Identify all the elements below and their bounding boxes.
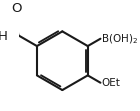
Text: H: H: [0, 30, 7, 43]
Text: OEt: OEt: [101, 78, 120, 88]
Text: O: O: [11, 2, 22, 15]
Text: B(OH)$_2$: B(OH)$_2$: [101, 32, 138, 46]
